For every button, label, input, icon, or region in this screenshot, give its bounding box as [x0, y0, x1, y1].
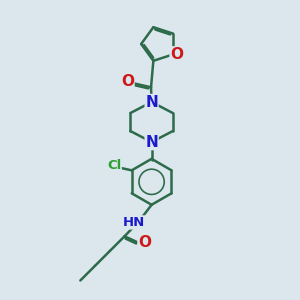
Text: O: O [170, 47, 183, 62]
Text: O: O [138, 235, 151, 250]
Text: N: N [145, 135, 158, 150]
Text: N: N [145, 94, 158, 110]
Text: O: O [121, 74, 134, 89]
Text: Cl: Cl [107, 159, 121, 172]
Text: HN: HN [123, 216, 145, 229]
